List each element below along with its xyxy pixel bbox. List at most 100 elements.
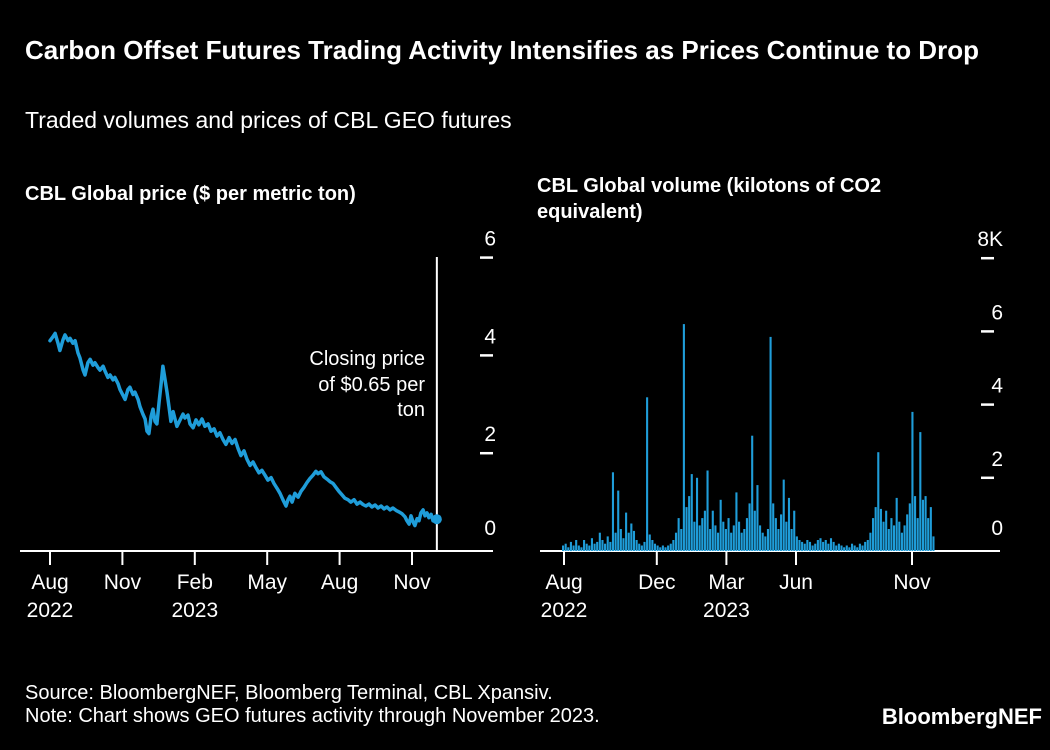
- x-axis-label: Dec: [638, 571, 675, 594]
- page-title: Carbon Offset Futures Trading Activity I…: [25, 35, 979, 65]
- volume-bar: [785, 521, 788, 551]
- bloombergnef-logo: BloombergNEF: [881, 704, 1042, 729]
- volume-bar: [929, 507, 932, 551]
- volume-bar: [759, 525, 762, 551]
- volume-bar: [906, 514, 909, 551]
- volume-bar: [772, 503, 775, 551]
- volume-bar: [764, 536, 767, 551]
- volume-bar: [614, 532, 617, 551]
- volume-bar: [609, 541, 612, 552]
- volume-bar: [824, 540, 827, 551]
- volume-bar: [822, 541, 825, 552]
- volume-bar: [593, 543, 596, 551]
- volume-bar: [706, 470, 709, 551]
- annotation-line-3: ton: [397, 399, 425, 421]
- volume-bar: [866, 540, 869, 551]
- volume-bar: [840, 545, 843, 551]
- volume-bar: [562, 545, 565, 551]
- volume-bar: [661, 545, 664, 551]
- x-axis-year-label: 2023: [703, 599, 750, 622]
- volume-bar: [790, 529, 793, 551]
- volume-bar: [596, 541, 599, 552]
- volume-bar: [745, 518, 748, 551]
- volume-bar: [879, 508, 882, 551]
- volume-bar: [682, 324, 685, 551]
- volume-bar: [714, 525, 717, 551]
- volume-bar: [832, 541, 835, 552]
- x-axis-label: Aug: [321, 571, 358, 594]
- volume-bar: [567, 547, 570, 551]
- volume-bar: [577, 545, 580, 551]
- volume-bar: [667, 545, 670, 551]
- volume-bar: [585, 543, 588, 551]
- volume-bar: [656, 545, 659, 551]
- volume-bar: [795, 536, 798, 551]
- volume-bar: [688, 496, 691, 551]
- annotation-line-2: of $0.65 per: [318, 373, 425, 396]
- volume-bar: [611, 472, 615, 551]
- volume-bar: [848, 547, 851, 551]
- volume-bar: [722, 521, 725, 551]
- volume-bar: [798, 540, 801, 551]
- volume-bar: [632, 530, 636, 551]
- volume-bar: [895, 497, 898, 551]
- x-axis-year-label: 2022: [27, 599, 74, 622]
- x-axis-year-label: 2022: [541, 599, 588, 622]
- volume-bar: [630, 523, 633, 551]
- volume-bar: [716, 532, 720, 551]
- volume-bar: [659, 547, 662, 551]
- volume-bar: [874, 507, 877, 551]
- volume-bar: [914, 496, 917, 551]
- volume-bar: [575, 540, 578, 551]
- x-axis-label: Feb: [177, 571, 213, 594]
- volume-bar: [835, 545, 838, 551]
- x-axis-label: Nov: [893, 571, 931, 594]
- volume-bar: [932, 536, 935, 551]
- volume-bar: [651, 540, 654, 551]
- volume-bar: [780, 514, 783, 551]
- y-axis-label: 0: [484, 517, 496, 540]
- volume-bar: [569, 541, 572, 552]
- volume-bar: [793, 510, 796, 551]
- volume-bar: [732, 525, 735, 551]
- volume-bar: [703, 510, 706, 551]
- x-axis-label: Nov: [393, 571, 431, 594]
- volume-bar: [769, 336, 772, 551]
- volume-bar: [877, 452, 880, 551]
- volume-bar: [853, 545, 856, 551]
- volume-bar: [898, 521, 901, 551]
- volume-bar: [598, 532, 601, 551]
- volume-bar: [640, 545, 643, 551]
- volume-bar: [674, 532, 678, 551]
- volume-bar: [903, 525, 906, 551]
- volume-bar: [927, 518, 930, 551]
- volume-bar: [724, 529, 727, 551]
- volume-bar: [619, 529, 622, 551]
- volume-bar: [761, 532, 764, 551]
- x-axis-label: Jun: [779, 571, 813, 594]
- volume-bar: [845, 545, 848, 551]
- volume-bar: [653, 543, 657, 551]
- volume-bar: [635, 540, 638, 551]
- volume-bar: [850, 543, 854, 551]
- volume-bar: [743, 529, 746, 551]
- volume-bar: [580, 547, 583, 551]
- volume-bar: [787, 497, 791, 551]
- volume-bar: [766, 529, 770, 551]
- last-price-dot: [431, 514, 442, 525]
- volume-bar: [751, 435, 754, 551]
- volume-bar: [921, 499, 924, 551]
- volume-bar: [869, 532, 872, 551]
- volume-bar: [919, 432, 922, 552]
- x-axis-label: Nov: [104, 571, 142, 594]
- volume-bar: [735, 492, 738, 551]
- volume-bar: [590, 538, 593, 551]
- y-axis-label: 2: [484, 423, 496, 446]
- volume-bar: [719, 499, 722, 551]
- volume-bar: [572, 545, 575, 551]
- price-chart-title: CBL Global price ($ per metric ton): [25, 183, 356, 205]
- x-axis-year-label: 2023: [171, 599, 218, 622]
- volume-bar: [803, 543, 806, 551]
- volume-bar: [911, 411, 914, 551]
